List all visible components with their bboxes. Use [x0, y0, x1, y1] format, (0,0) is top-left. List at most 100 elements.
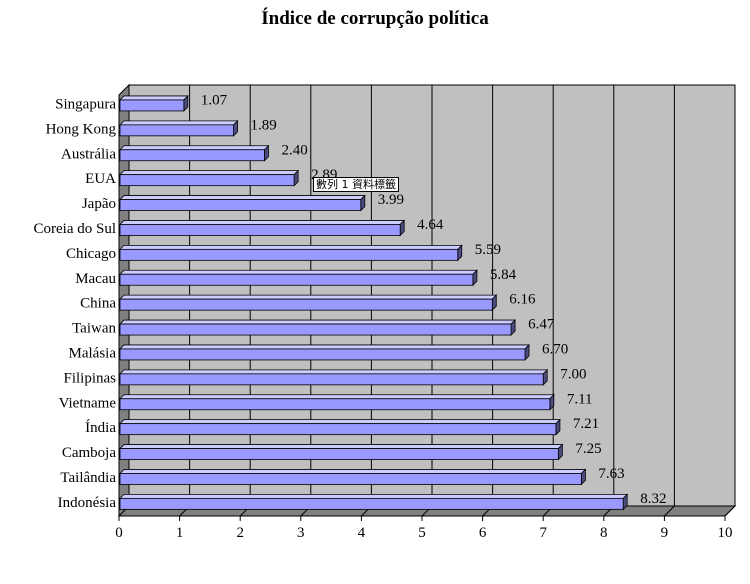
value-label: 2.40	[281, 142, 307, 158]
bar-top	[119, 419, 561, 425]
bar-top	[119, 95, 189, 101]
x-tick-label: 0	[115, 525, 123, 541]
x-tick-label: 2	[236, 525, 244, 541]
chart-title: Índice de corrupção política	[261, 8, 489, 29]
x-tick-label: 1	[176, 525, 184, 541]
value-label: 1.89	[251, 117, 277, 133]
category-label: Filipinas	[63, 370, 116, 386]
value-label: 5.59	[475, 242, 501, 258]
bar-front	[119, 448, 559, 460]
bar	[119, 169, 300, 187]
x-tick-label: 5	[418, 525, 426, 541]
bar-front	[119, 174, 295, 187]
bar-top	[119, 493, 629, 499]
value-label: 6.16	[509, 292, 536, 308]
category-label: Índia	[85, 419, 116, 436]
bar-front	[119, 298, 493, 311]
value-label: 7.00	[560, 366, 586, 382]
bar-front	[119, 348, 526, 361]
bar	[119, 418, 561, 436]
bar-top	[119, 195, 366, 200]
bar	[119, 468, 587, 486]
category-label: Indonésia	[58, 495, 117, 511]
category-labels: Singapura Hong Kong Austrália EUA Japão Corei…	[34, 96, 117, 510]
gridline-floor	[724, 505, 736, 517]
bar	[119, 244, 463, 262]
bar	[119, 119, 239, 137]
bar	[119, 343, 530, 361]
bar	[119, 94, 189, 112]
bar-top	[119, 244, 463, 250]
category-label: Camboja	[62, 445, 116, 461]
category-label: Hong Kong	[46, 121, 117, 137]
category-label: Singapura	[55, 96, 116, 112]
bar-front	[119, 398, 551, 411]
category-label: Chicago	[66, 246, 116, 262]
bar	[119, 319, 517, 337]
category-label: Tailândia	[60, 470, 116, 486]
value-label: 5.84	[490, 267, 517, 283]
bar-front	[119, 323, 512, 336]
bar-top	[119, 394, 555, 400]
value-label: 4.64	[417, 217, 444, 233]
data-label-tooltip: 數列 1 資料標籤	[313, 177, 399, 192]
bar-front	[119, 497, 624, 510]
bar-top	[119, 294, 498, 300]
bar-top	[119, 344, 530, 350]
value-label: 1.07	[201, 92, 228, 108]
bar-front	[119, 149, 265, 162]
bar-front	[119, 273, 474, 286]
bar	[119, 393, 555, 411]
category-label: Austrália	[61, 146, 116, 162]
value-label: 6.47	[528, 317, 555, 333]
bar-top	[119, 369, 549, 375]
x-tick-label: 7	[539, 525, 547, 541]
category-label: China	[80, 296, 116, 312]
category-label: Taiwan	[72, 321, 116, 337]
bar-front	[119, 99, 185, 112]
bar-top	[119, 120, 239, 126]
category-label: Japão	[82, 196, 116, 212]
value-label: 6.70	[542, 341, 568, 357]
value-label: 8.32	[640, 491, 666, 507]
bar-top	[119, 469, 587, 474]
bar	[119, 443, 564, 461]
bar-front	[119, 124, 234, 137]
category-label: Macau	[75, 271, 116, 287]
bars	[119, 94, 629, 511]
x-tick-label: 6	[479, 525, 487, 541]
bar-top	[119, 170, 300, 176]
category-label: Vietname	[59, 395, 117, 411]
gridline-floor	[664, 505, 675, 517]
bar-top	[119, 319, 517, 325]
bar-front	[119, 224, 401, 236]
x-tick-label: 3	[297, 525, 305, 541]
bar-front	[119, 199, 362, 211]
bar-top	[119, 444, 564, 449]
bar	[119, 269, 478, 287]
x-axis: 0 1 2 3 4 5 6 7 8 9 10	[115, 515, 733, 541]
bar-top	[119, 220, 406, 225]
bar-front	[119, 248, 459, 261]
value-label: 3.99	[378, 192, 404, 208]
bar-front	[119, 423, 557, 436]
value-label: 7.63	[598, 466, 624, 482]
category-label: EUA	[85, 171, 116, 187]
bar-front	[119, 473, 582, 485]
bar-top	[119, 269, 478, 275]
x-tick-label: 9	[661, 525, 669, 541]
bar	[119, 219, 406, 237]
value-label: 7.25	[575, 441, 601, 457]
bar	[119, 493, 629, 511]
value-labels: 1.071.892.402.893.994.645.595.846.166.47…	[201, 92, 667, 506]
x-tick-label: 4	[358, 525, 366, 541]
category-label: Malásia	[69, 345, 117, 361]
category-label: Coreia do Sul	[34, 221, 117, 237]
x-tick-label: 10	[718, 525, 733, 541]
bar	[119, 194, 366, 212]
bar-front	[119, 373, 544, 386]
bar-top	[119, 145, 270, 151]
value-label: 7.21	[573, 416, 599, 432]
value-label: 7.11	[567, 391, 593, 407]
